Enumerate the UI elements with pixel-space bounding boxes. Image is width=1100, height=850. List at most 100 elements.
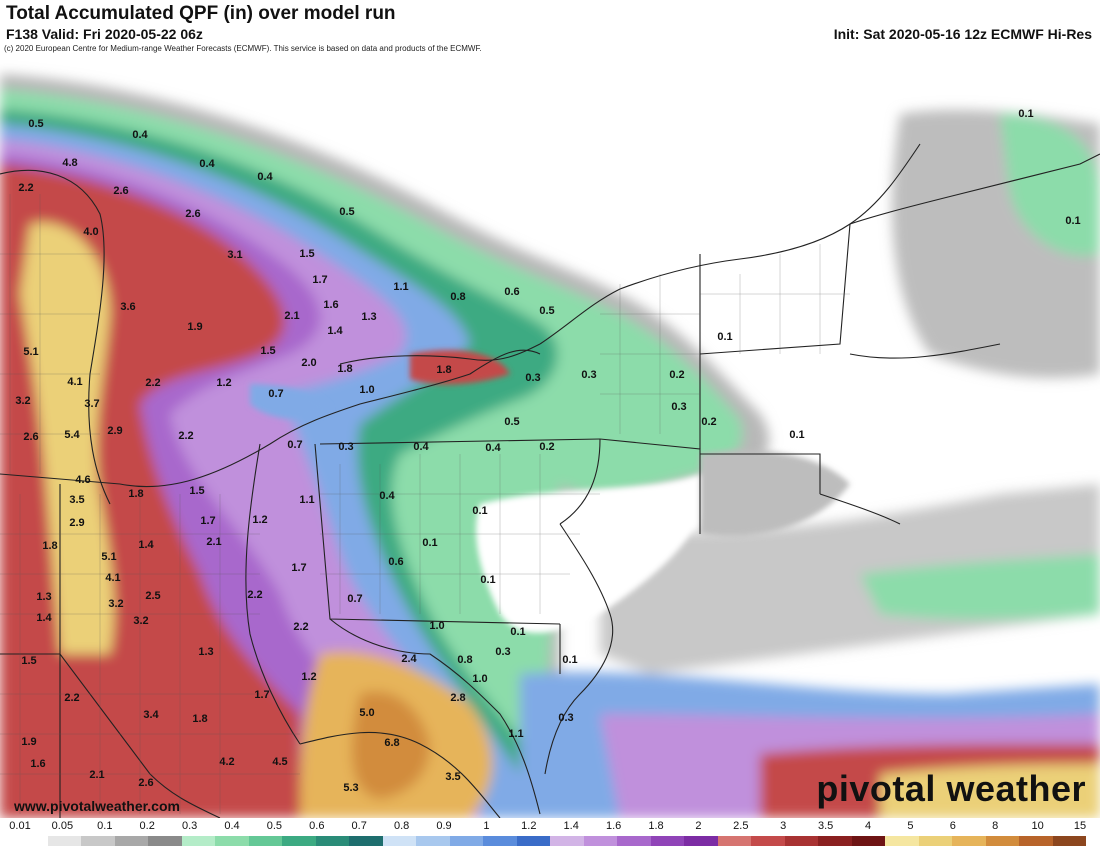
qpf-value-label: 3.7	[84, 398, 99, 410]
qpf-value-label: 1.0	[472, 673, 487, 685]
valid-time: F138 Valid: Fri 2020-05-22 06z	[6, 26, 203, 42]
county-borders	[0, 194, 850, 814]
colorbar-swatch	[14, 836, 48, 846]
map-title: Total Accumulated QPF (in) over model ru…	[6, 3, 396, 24]
qpf-value-label: 1.9	[187, 321, 202, 333]
qpf-value-label: 0.5	[339, 206, 354, 218]
qpf-value-label: 1.8	[192, 713, 207, 725]
colorbar-swatch	[81, 836, 115, 846]
colorbar-tick-label: 15	[1073, 820, 1087, 832]
qpf-map-canvas: 0.5 0.4 4.8 0.4 0.4 2.2 2.6 2.6 0.5 4.0 3.1 1.5 1.7 1…	[0, 54, 1100, 818]
qpf-value-label: 0.1	[510, 626, 525, 638]
qpf-value-label: 2.1	[284, 310, 299, 322]
qpf-value-label: 5.3	[343, 782, 358, 794]
qpf-value-label: 1.2	[301, 671, 316, 683]
colorbar-tick-label: 0.5	[266, 820, 283, 832]
colorbar-tick-label: 5	[907, 820, 914, 832]
precip-detail	[250, 350, 850, 633]
qpf-value-label: 0.2	[539, 441, 554, 453]
qpf-value-label: 1.3	[198, 646, 213, 658]
qpf-value-label: 2.9	[69, 517, 84, 529]
qpf-value-label: 3.5	[445, 771, 460, 783]
colorbar-swatch	[248, 836, 282, 846]
qpf-value-label: 2.8	[450, 692, 465, 704]
qpf-value-label: 0.7	[268, 388, 283, 400]
qpf-value-label: 0.2	[669, 369, 684, 381]
colorbar-tick-label: 0.8	[393, 820, 410, 832]
qpf-value-label: 3.6	[120, 301, 135, 313]
colorbar-swatch	[1019, 836, 1053, 846]
colorbar-swatch	[583, 836, 617, 846]
colorbar-tick-label: 0.9	[436, 820, 452, 832]
colorbar-tick-label: 0.7	[351, 820, 367, 832]
qpf-value-label: 3.2	[15, 395, 30, 407]
qpf-value-label: 2.6	[138, 777, 153, 789]
qpf-value-label: 0.3	[558, 712, 573, 724]
qpf-value-label: 0.6	[388, 556, 403, 568]
colorbar-swatch	[449, 836, 483, 846]
qpf-value-label: 1.7	[291, 562, 306, 574]
qpf-value-label: 1.1	[299, 494, 314, 506]
colorbar-tick-label: 3.5	[817, 820, 834, 832]
colorbar-tick-label: 0.1	[97, 820, 113, 832]
colorbar-tick-label: 1.8	[648, 820, 664, 832]
qpf-value-label: 2.2	[64, 692, 79, 704]
qpf-value-label: 2.6	[113, 185, 128, 197]
qpf-value-label: 0.1	[562, 654, 577, 666]
colorbar-tick-label: 10	[1031, 820, 1044, 832]
qpf-value-label: 5.1	[23, 346, 38, 358]
colorbar-swatch	[684, 836, 718, 846]
qpf-value-label: 1.9	[21, 736, 36, 748]
qpf-value-label: 1.7	[312, 274, 327, 286]
colorbar-swatch	[1052, 836, 1086, 846]
qpf-value-label: 1.2	[216, 377, 231, 389]
qpf-value-label: 0.3	[581, 369, 596, 381]
qpf-value-label: 5.1	[101, 551, 116, 563]
colorbar-swatch	[952, 836, 986, 846]
colorbar-tick-label: 6	[949, 820, 956, 832]
qpf-value-label: 2.1	[206, 536, 221, 548]
colorbar-tick-label: 2	[695, 820, 702, 832]
qpf-value-label: 1.4	[138, 539, 154, 551]
qpf-value-label: 0.5	[28, 118, 43, 130]
qpf-value-label: 1.8	[128, 488, 143, 500]
qpf-value-label: 0.3	[671, 401, 686, 413]
qpf-value-labels: 0.5 0.4 4.8 0.4 0.4 2.2 2.6 2.6 0.5 4.0 3.1 1.5 1.7 1…	[15, 108, 1080, 794]
qpf-value-label: 1.4	[36, 612, 52, 624]
qpf-value-label: 1.3	[361, 311, 376, 323]
colorbar-swatch	[650, 836, 684, 846]
colorbar-tick-label: 0.2	[139, 820, 155, 832]
qpf-value-label: 1.5	[260, 345, 275, 357]
qpf-value-label: 4.8	[62, 157, 77, 169]
qpf-value-label: 2.5	[145, 590, 160, 602]
colorbar-swatch	[315, 836, 349, 846]
qpf-value-label: 0.7	[347, 593, 362, 605]
init-time: Init: Sat 2020-05-16 12z ECMWF Hi-Res	[833, 26, 1092, 42]
colorbar-swatch	[818, 836, 852, 846]
qpf-value-label: 3.2	[133, 615, 148, 627]
qpf-value-label: 0.4	[257, 171, 273, 183]
qpf-value-label: 2.0	[301, 357, 316, 369]
colorbar-labels: 0.01 0.05 0.1 0.2 0.3 0.4 0.5 0.6 0.7 0.8 0.9 1 1.2 1…	[0, 818, 1100, 834]
qpf-value-label: 0.1	[472, 505, 487, 517]
qpf-value-label: 4.2	[219, 756, 234, 768]
qpf-value-label: 1.6	[30, 758, 45, 770]
qpf-value-label: 0.4	[132, 129, 148, 141]
colorbar-swatch	[918, 836, 952, 846]
qpf-value-label: 0.1	[1065, 215, 1080, 227]
qpf-value-label: 1.0	[429, 620, 444, 632]
qpf-value-label: 1.5	[189, 485, 204, 497]
colorbar-tick-label: 1.4	[563, 820, 579, 832]
qpf-value-label: 1.1	[393, 281, 408, 293]
qpf-value-label: 0.1	[422, 537, 437, 549]
colorbar-swatch	[47, 836, 81, 846]
pivotal-weather-logo: pivotal weather	[816, 768, 1086, 809]
colorbar-tick-label: 1.6	[605, 820, 622, 832]
colorbar-tick-label: 0.4	[224, 820, 240, 832]
site-url: www.pivotalweather.com	[14, 798, 180, 814]
qpf-value-label: 6.8	[384, 737, 399, 749]
qpf-value-label: 0.5	[504, 416, 519, 428]
qpf-value-label: 2.2	[247, 589, 262, 601]
colorbar-swatch	[516, 836, 550, 846]
qpf-value-label: 1.6	[323, 299, 338, 311]
